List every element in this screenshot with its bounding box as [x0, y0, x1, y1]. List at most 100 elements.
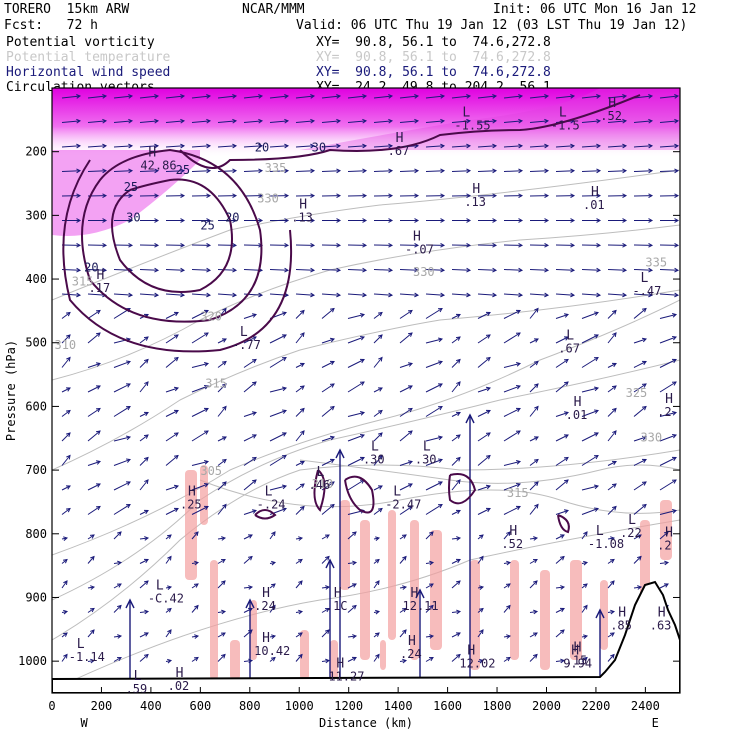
circulation-vector-head [203, 332, 209, 337]
circulation-vector-head [352, 634, 358, 639]
circulation-vector [373, 95, 393, 99]
circulation-vector [191, 95, 211, 99]
circulation-vector [529, 308, 539, 319]
circulation-vector-head [518, 218, 524, 223]
circulation-vector-head [466, 193, 472, 199]
circulation-vector-head [611, 460, 617, 466]
circulation-vector [581, 312, 599, 319]
circulation-vector [269, 170, 289, 172]
circulation-vector [425, 605, 434, 613]
circulation-vector [529, 145, 549, 148]
circulation-vector-head [437, 458, 443, 463]
circulation-vector [581, 293, 601, 296]
circulation-vector-head [194, 531, 199, 537]
circulation-vector-head [674, 267, 680, 273]
extremum-marker: L [596, 524, 604, 539]
circulation-vector-head [610, 609, 616, 615]
circulation-vector [581, 531, 588, 540]
circulation-vector [555, 170, 575, 172]
circulation-vector [607, 483, 617, 491]
circulation-vector-head [533, 536, 539, 541]
circulation-vector-head [173, 507, 179, 513]
pv-shading-lower [510, 560, 519, 660]
circulation-vector [217, 269, 237, 271]
circulation-vector-head [258, 118, 264, 124]
circulation-vector [399, 95, 419, 99]
circulation-vector [529, 406, 539, 417]
circulation-vector [87, 170, 107, 172]
circulation-vector [555, 359, 569, 368]
circulation-vector [659, 293, 679, 296]
theta-contour [199, 479, 680, 514]
pv-shading-lower [430, 530, 442, 650]
circulation-vector [607, 363, 617, 368]
circulation-vector [61, 485, 71, 491]
circulation-vector [113, 406, 131, 417]
circulation-vector-head [378, 454, 383, 460]
circulation-vector-head [374, 558, 380, 564]
circulation-vector-head [173, 484, 179, 490]
y-tick-label: 700 [25, 463, 47, 477]
circulation-vector-head [300, 430, 305, 436]
circulation-vector-head [534, 481, 539, 486]
circulation-vector [243, 170, 263, 172]
circulation-vector-head [671, 456, 677, 462]
circulation-vector-head [65, 485, 71, 490]
circulation-vector [321, 145, 341, 148]
circulation-vector [451, 412, 461, 417]
extremum-value: -2.47 [385, 497, 421, 511]
extremum-value: .15 [566, 653, 588, 667]
circulation-vector-head [515, 505, 521, 511]
circulation-vector [217, 459, 227, 466]
circulation-vector-head [329, 405, 335, 411]
circulation-vector-head [456, 456, 461, 462]
circulation-vector-head [206, 267, 212, 273]
circulation-vector [243, 434, 257, 442]
circulation-vector-head [570, 143, 576, 149]
extremum-marker: H [411, 586, 419, 601]
circulation-vector [659, 412, 677, 417]
circulation-vector [139, 457, 149, 466]
circulation-vector [321, 293, 341, 296]
extremum-value: -1.14 [69, 650, 105, 664]
circulation-vector-head [388, 193, 394, 199]
circulation-vector [373, 632, 380, 638]
circulation-vector-head [388, 143, 394, 149]
circulation-vector-head [76, 292, 82, 298]
circulation-vector-head [251, 313, 257, 318]
circulation-vector [295, 293, 315, 296]
circulation-vector-head [610, 580, 615, 586]
legend-pv-name: Potential vorticity [6, 35, 155, 50]
circulation-vector-head [251, 411, 257, 416]
circulation-vector [607, 269, 627, 271]
circulation-vector-head [672, 313, 678, 318]
circulation-vector [165, 357, 179, 368]
extremum-marker: H [618, 605, 626, 620]
circulation-vector [503, 385, 521, 393]
extremum-marker: L [628, 513, 636, 528]
circulation-vector [347, 95, 367, 99]
extremum-value: .85 [610, 618, 632, 632]
circulation-vector-head [388, 218, 394, 223]
circulation-vector-head [485, 507, 491, 513]
circulation-vector [633, 586, 642, 589]
extremum-value: .59 [126, 682, 148, 696]
circulation-vector-head [505, 656, 511, 662]
circulation-vector-head [232, 218, 238, 223]
circulation-vector-head [648, 118, 654, 124]
circulation-vector [373, 580, 380, 589]
circulation-vector-head [456, 609, 462, 615]
circulation-vector-head [102, 218, 108, 223]
circulation-vector [139, 336, 149, 344]
circulation-vector [269, 269, 289, 271]
wind-speed-label: 25 [176, 163, 190, 177]
circulation-vector-head [612, 505, 617, 511]
circulation-vector [269, 485, 287, 491]
circulation-vector-head [362, 168, 368, 174]
circulation-vector-head [144, 536, 150, 541]
circulation-vector-head [173, 432, 179, 437]
circulation-vector [581, 357, 599, 368]
theta-contour [52, 519, 680, 691]
circulation-vector [139, 479, 149, 491]
circulation-vector [347, 562, 357, 564]
